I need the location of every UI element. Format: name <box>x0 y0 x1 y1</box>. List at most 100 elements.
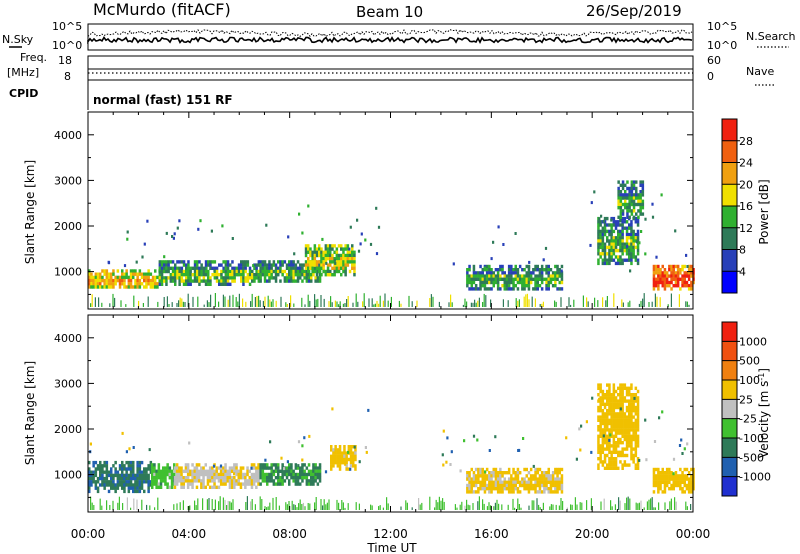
range-gate-cell <box>346 263 350 267</box>
range-gate-cell <box>663 271 667 275</box>
range-gate-cell <box>612 386 616 390</box>
ytick-label: 2000 <box>54 220 82 233</box>
x-axis-labels: 00:00 04:00 08:00 12:00 16:00 20:00 00:00 <box>71 527 711 541</box>
range-gate-cell <box>670 293 672 307</box>
power-ylabel: Slant Range [km] <box>23 160 37 264</box>
range-gate-cell <box>536 471 539 475</box>
range-gate-cell <box>654 280 658 285</box>
range-gate-cell <box>619 396 622 400</box>
range-gate-cell <box>586 500 588 510</box>
range-gate-cell <box>525 264 528 269</box>
range-gate-cell <box>346 253 350 258</box>
range-gate-cell <box>145 467 148 471</box>
range-gate-cell <box>472 271 476 275</box>
range-gate-cell <box>687 271 691 275</box>
range-gate-cell <box>612 434 616 438</box>
range-gate-cell <box>680 438 683 442</box>
range-gate-cell <box>349 445 353 449</box>
range-gate-cell <box>683 483 686 488</box>
range-gate-cell <box>560 487 564 491</box>
range-gate-cell <box>303 273 306 277</box>
range-gate-cell <box>692 487 695 491</box>
range-gate-cell <box>619 383 622 387</box>
range-gate-cell <box>118 282 122 286</box>
range-gate-cell <box>674 264 678 269</box>
range-gate-cell <box>642 298 644 307</box>
range-gate-cell <box>134 278 137 283</box>
range-gate-cell <box>132 269 135 273</box>
range-gate-cell <box>630 393 633 397</box>
range-gate-cell <box>263 276 267 280</box>
range-gate-cell <box>621 428 624 432</box>
range-gate-cell <box>107 470 111 474</box>
range-gate-cell <box>560 277 564 281</box>
range-gate-cell <box>692 277 695 281</box>
range-gate-cell <box>341 457 344 462</box>
range-gate-cell <box>163 263 166 267</box>
range-gate-cell <box>233 476 236 480</box>
range-gate-cell <box>617 193 620 197</box>
range-gate-cell <box>218 273 221 277</box>
range-gate-cell <box>121 480 124 484</box>
range-gate-cell <box>251 269 254 274</box>
range-gate-cell <box>116 470 120 474</box>
range-gate-cell <box>483 280 487 285</box>
range-gate-cell <box>365 450 368 454</box>
range-gate-cell <box>290 260 293 264</box>
range-gate-cell <box>466 471 469 475</box>
range-gate-cell <box>123 473 126 478</box>
range-gate-cell <box>601 428 605 432</box>
range-gate-cell <box>532 277 535 281</box>
range-gate-cell <box>603 421 607 426</box>
range-gate-cell <box>685 474 689 478</box>
range-gate-cell <box>153 479 156 483</box>
range-gate-cell <box>143 489 146 494</box>
range-gate-cell <box>105 483 109 487</box>
range-gate-cell <box>492 467 495 472</box>
range-gate-cell <box>167 263 170 267</box>
range-gate-cell <box>421 502 423 510</box>
range-gate-cell <box>635 190 638 194</box>
range-gate-cell <box>554 280 557 285</box>
range-gate-cell <box>503 477 506 481</box>
range-gate-cell <box>93 505 95 510</box>
range-gate-cell <box>235 273 239 277</box>
range-gate-cell <box>94 272 98 276</box>
range-gate-cell <box>597 450 600 454</box>
range-gate-cell <box>231 266 234 270</box>
range-gate-cell <box>301 444 304 448</box>
range-gate-cell <box>634 444 638 448</box>
range-gate-cell <box>379 295 381 307</box>
range-gate-cell <box>533 500 535 510</box>
range-gate-cell <box>292 276 295 280</box>
range-gate-cell <box>314 266 317 270</box>
range-gate-cell <box>540 271 544 275</box>
range-gate-cell <box>239 466 243 470</box>
range-gate-cell <box>479 483 482 488</box>
range-gate-cell <box>685 501 687 510</box>
range-gate-cell <box>547 284 550 288</box>
range-gate-cell <box>628 252 631 256</box>
range-gate-cell <box>228 476 232 480</box>
range-gate-cell <box>623 216 627 221</box>
range-gate-cell <box>189 505 191 510</box>
range-gate-cell <box>632 193 636 197</box>
range-gate-cell <box>636 242 640 246</box>
range-gate-cell <box>182 476 185 480</box>
range-gate-cell <box>258 295 260 307</box>
range-gate-cell <box>476 438 479 442</box>
range-gate-cell <box>579 448 582 452</box>
range-gate-cell <box>248 269 252 274</box>
range-gate-cell <box>545 474 548 478</box>
range-gate-cell <box>556 274 559 278</box>
range-gate-cell <box>340 244 343 248</box>
range-gate-cell <box>311 250 314 254</box>
range-gate-cell <box>171 276 175 280</box>
range-gate-cell <box>634 434 638 438</box>
range-gate-cell <box>211 266 214 270</box>
range-gate-cell <box>338 457 342 462</box>
range-gate-cell <box>538 504 540 510</box>
range-gate-cell <box>331 247 334 251</box>
range-gate-cell <box>292 472 295 477</box>
range-gate-cell <box>617 202 620 207</box>
